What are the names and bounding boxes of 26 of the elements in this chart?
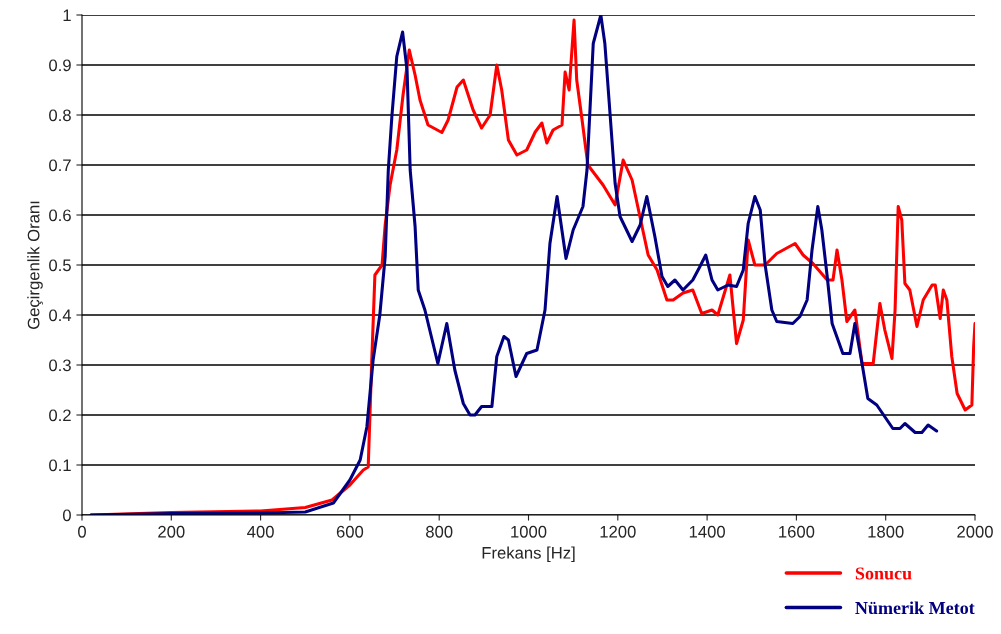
- x-tick-label: 200: [158, 525, 185, 538]
- y-tick-label: 0.5: [49, 259, 71, 272]
- y-axis-title: Geçirgenlik Oranı: [27, 201, 43, 329]
- y-tick-label: 0.3: [49, 359, 71, 372]
- y-tick-label: 0.9: [49, 59, 71, 72]
- legend-label: Nümerik Metot: [855, 601, 975, 615]
- x-tick-label: 2000: [957, 525, 993, 538]
- x-tick-label: 800: [426, 525, 453, 538]
- y-tick-label: 0.8: [49, 109, 71, 122]
- x-tick-label: 600: [336, 525, 364, 538]
- x-tick-label: 1000: [511, 525, 547, 538]
- x-tick-label: 1400: [689, 525, 725, 538]
- x-tick-label: 400: [247, 525, 274, 538]
- y-tick-label: 0.7: [49, 159, 71, 172]
- y-tick-label: 0: [62, 509, 71, 522]
- legend-label: Sonucu: [855, 567, 912, 580]
- y-tick-label: 0.2: [49, 409, 71, 422]
- y-tick-label: 0.4: [49, 309, 72, 322]
- y-tick-label: 1: [63, 9, 71, 22]
- y-tick-label: 0.6: [49, 209, 71, 222]
- x-tick-label: 0: [78, 525, 86, 538]
- x-axis-title: Frekans [Hz]: [482, 546, 575, 563]
- y-tick-label: 0.1: [49, 459, 71, 472]
- x-tick-label: 1600: [779, 525, 815, 538]
- x-tick-label: 1800: [868, 525, 904, 538]
- x-tick-label: 1200: [600, 525, 636, 538]
